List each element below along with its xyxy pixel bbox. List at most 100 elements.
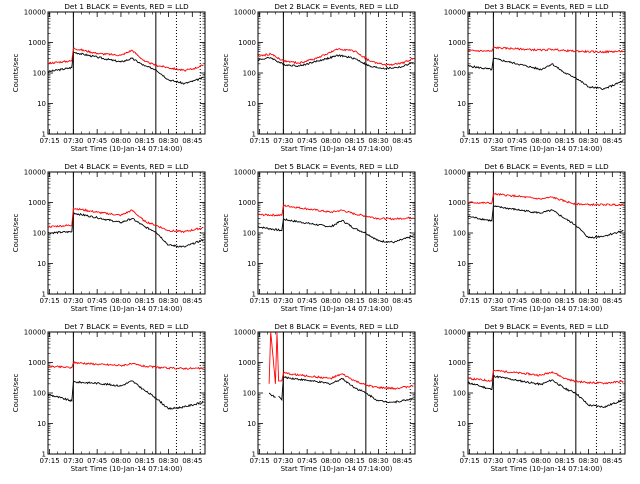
x-tick-label: 08:30 [578,297,598,305]
series-line-black [257,54,414,70]
y-tick-label: 1000 [238,199,256,207]
x-tick-label: 08:45 [392,297,412,305]
x-tick-label: 08:15 [555,457,575,465]
x-tick-label: 07:15 [459,297,479,305]
x-tick-label: 07:45 [87,297,107,305]
y-tick-label: 10000 [444,169,466,177]
x-tick-label: 07:15 [249,457,269,465]
x-tick-label: 08:30 [578,137,598,145]
y-tick-label: 10000 [234,169,256,177]
x-axis-label: Start Time (10-Jan-14 07:14:00) [281,145,393,153]
y-tick-label: 100 [33,390,46,398]
x-tick-label: 07:15 [459,137,479,145]
x-tick-label: 08:15 [345,137,365,145]
detector-panel-8: Det 8 BLACK = Events, RED = LLD 1 10 100 100… [222,322,416,473]
plot-frame [47,331,206,455]
panel-title: Det 9 BLACK = Events, RED = LLD [484,322,609,331]
series-line-black [47,212,204,248]
y-tick-label: 1000 [28,199,46,207]
y-tick-label: 100 [33,230,46,238]
detector-panel-4: Det 4 BLACK = Events, RED = LLD 1 10 100 100… [12,162,206,313]
x-tick-label: 08:00 [321,137,341,145]
x-tick-label: 07:30 [483,457,503,465]
x-tick-label: 08:30 [578,457,598,465]
series-line-red [47,360,204,370]
y-tick-label: 10 [37,420,46,428]
x-tick-label: 07:15 [39,297,59,305]
y-tick-label: 100 [33,70,46,78]
y-tick-label: 1000 [448,39,466,47]
x-tick-label: 07:45 [297,457,317,465]
x-tick-label: 08:00 [321,457,341,465]
y-tick-label: 10 [457,420,466,428]
y-tick-label: 1000 [448,359,466,367]
x-axis-label: Start Time (10-Jan-14 07:14:00) [71,145,183,153]
x-axis-label: Start Time (10-Jan-14 07:14:00) [491,305,603,313]
y-axis-label: Counts/sec [432,214,440,253]
y-tick-label: 10000 [24,9,46,17]
x-tick-label: 07:15 [249,297,269,305]
x-tick-label: 08:00 [111,297,131,305]
x-tick-label: 08:45 [392,137,412,145]
x-tick-label: 07:45 [297,297,317,305]
series-line-red [467,369,624,385]
y-tick-label: 100 [243,70,256,78]
detector-panel-9: Det 9 BLACK = Events, RED = LLD 1 10 100 100… [432,322,626,473]
plot-frame [257,11,416,135]
detector-panel-7: Det 7 BLACK = Events, RED = LLD 1 10 100 100… [12,322,206,473]
x-tick-label: 07:45 [297,137,317,145]
x-tick-label: 08:15 [135,137,155,145]
series-line-red [47,207,204,234]
y-tick-label: 10 [247,100,256,108]
x-axis-label: Start Time (10-Jan-14 07:14:00) [281,305,393,313]
panel-title: Det 2 BLACK = Events, RED = LLD [274,2,399,11]
x-tick-label: 08:45 [602,137,622,145]
x-tick-label: 08:15 [135,457,155,465]
y-tick-label: 1 [462,291,466,299]
y-axis-label: Counts/sec [12,374,20,413]
x-tick-label: 07:45 [507,457,527,465]
panel-title: Det 1 BLACK = Events, RED = LLD [64,2,189,11]
detector-panel-1: Det 1 BLACK = Events, RED = LLD 1 10 100 100… [12,2,206,153]
series-line-red [268,331,414,390]
x-axis-label: Start Time (10-Jan-14 07:14:00) [491,465,603,473]
plot-frame [467,171,626,295]
x-tick-label: 07:15 [39,137,59,145]
panel-title: Det 7 BLACK = Events, RED = LLD [64,322,189,331]
y-tick-label: 10 [37,100,46,108]
panel-title: Det 4 BLACK = Events, RED = LLD [64,162,189,171]
y-tick-label: 100 [453,70,466,78]
x-tick-label: 08:45 [602,297,622,305]
series-line-black [467,57,624,91]
x-tick-label: 07:15 [249,137,269,145]
x-tick-label: 08:45 [182,297,202,305]
x-tick-label: 07:30 [483,297,503,305]
y-axis-label: Counts/sec [222,214,230,253]
x-tick-label: 08:15 [135,297,155,305]
y-tick-label: 1 [42,291,46,299]
series-line-black [258,218,414,244]
panel-title: Det 8 BLACK = Events, RED = LLD [274,322,399,331]
y-axis-label: Counts/sec [222,54,230,93]
x-axis-label: Start Time (10-Jan-14 07:14:00) [281,465,393,473]
panel-title: Det 5 BLACK = Events, RED = LLD [274,162,399,171]
y-tick-label: 1000 [28,39,46,47]
y-tick-label: 10 [247,260,256,268]
x-tick-label: 08:30 [158,297,178,305]
series-line-black [47,380,204,411]
y-tick-label: 100 [453,390,466,398]
x-tick-label: 08:00 [531,457,551,465]
x-tick-label: 08:30 [158,457,178,465]
panel-title: Det 6 BLACK = Events, RED = LLD [484,162,609,171]
x-tick-label: 08:45 [182,137,202,145]
x-tick-label: 07:15 [39,457,59,465]
y-tick-label: 1 [462,131,466,139]
x-tick-label: 07:45 [87,137,107,145]
plot-frame [467,11,626,135]
x-tick-label: 08:45 [182,457,202,465]
y-tick-label: 100 [243,230,256,238]
x-tick-label: 08:30 [368,137,388,145]
series-line-red [467,46,624,54]
y-tick-label: 10000 [24,329,46,337]
